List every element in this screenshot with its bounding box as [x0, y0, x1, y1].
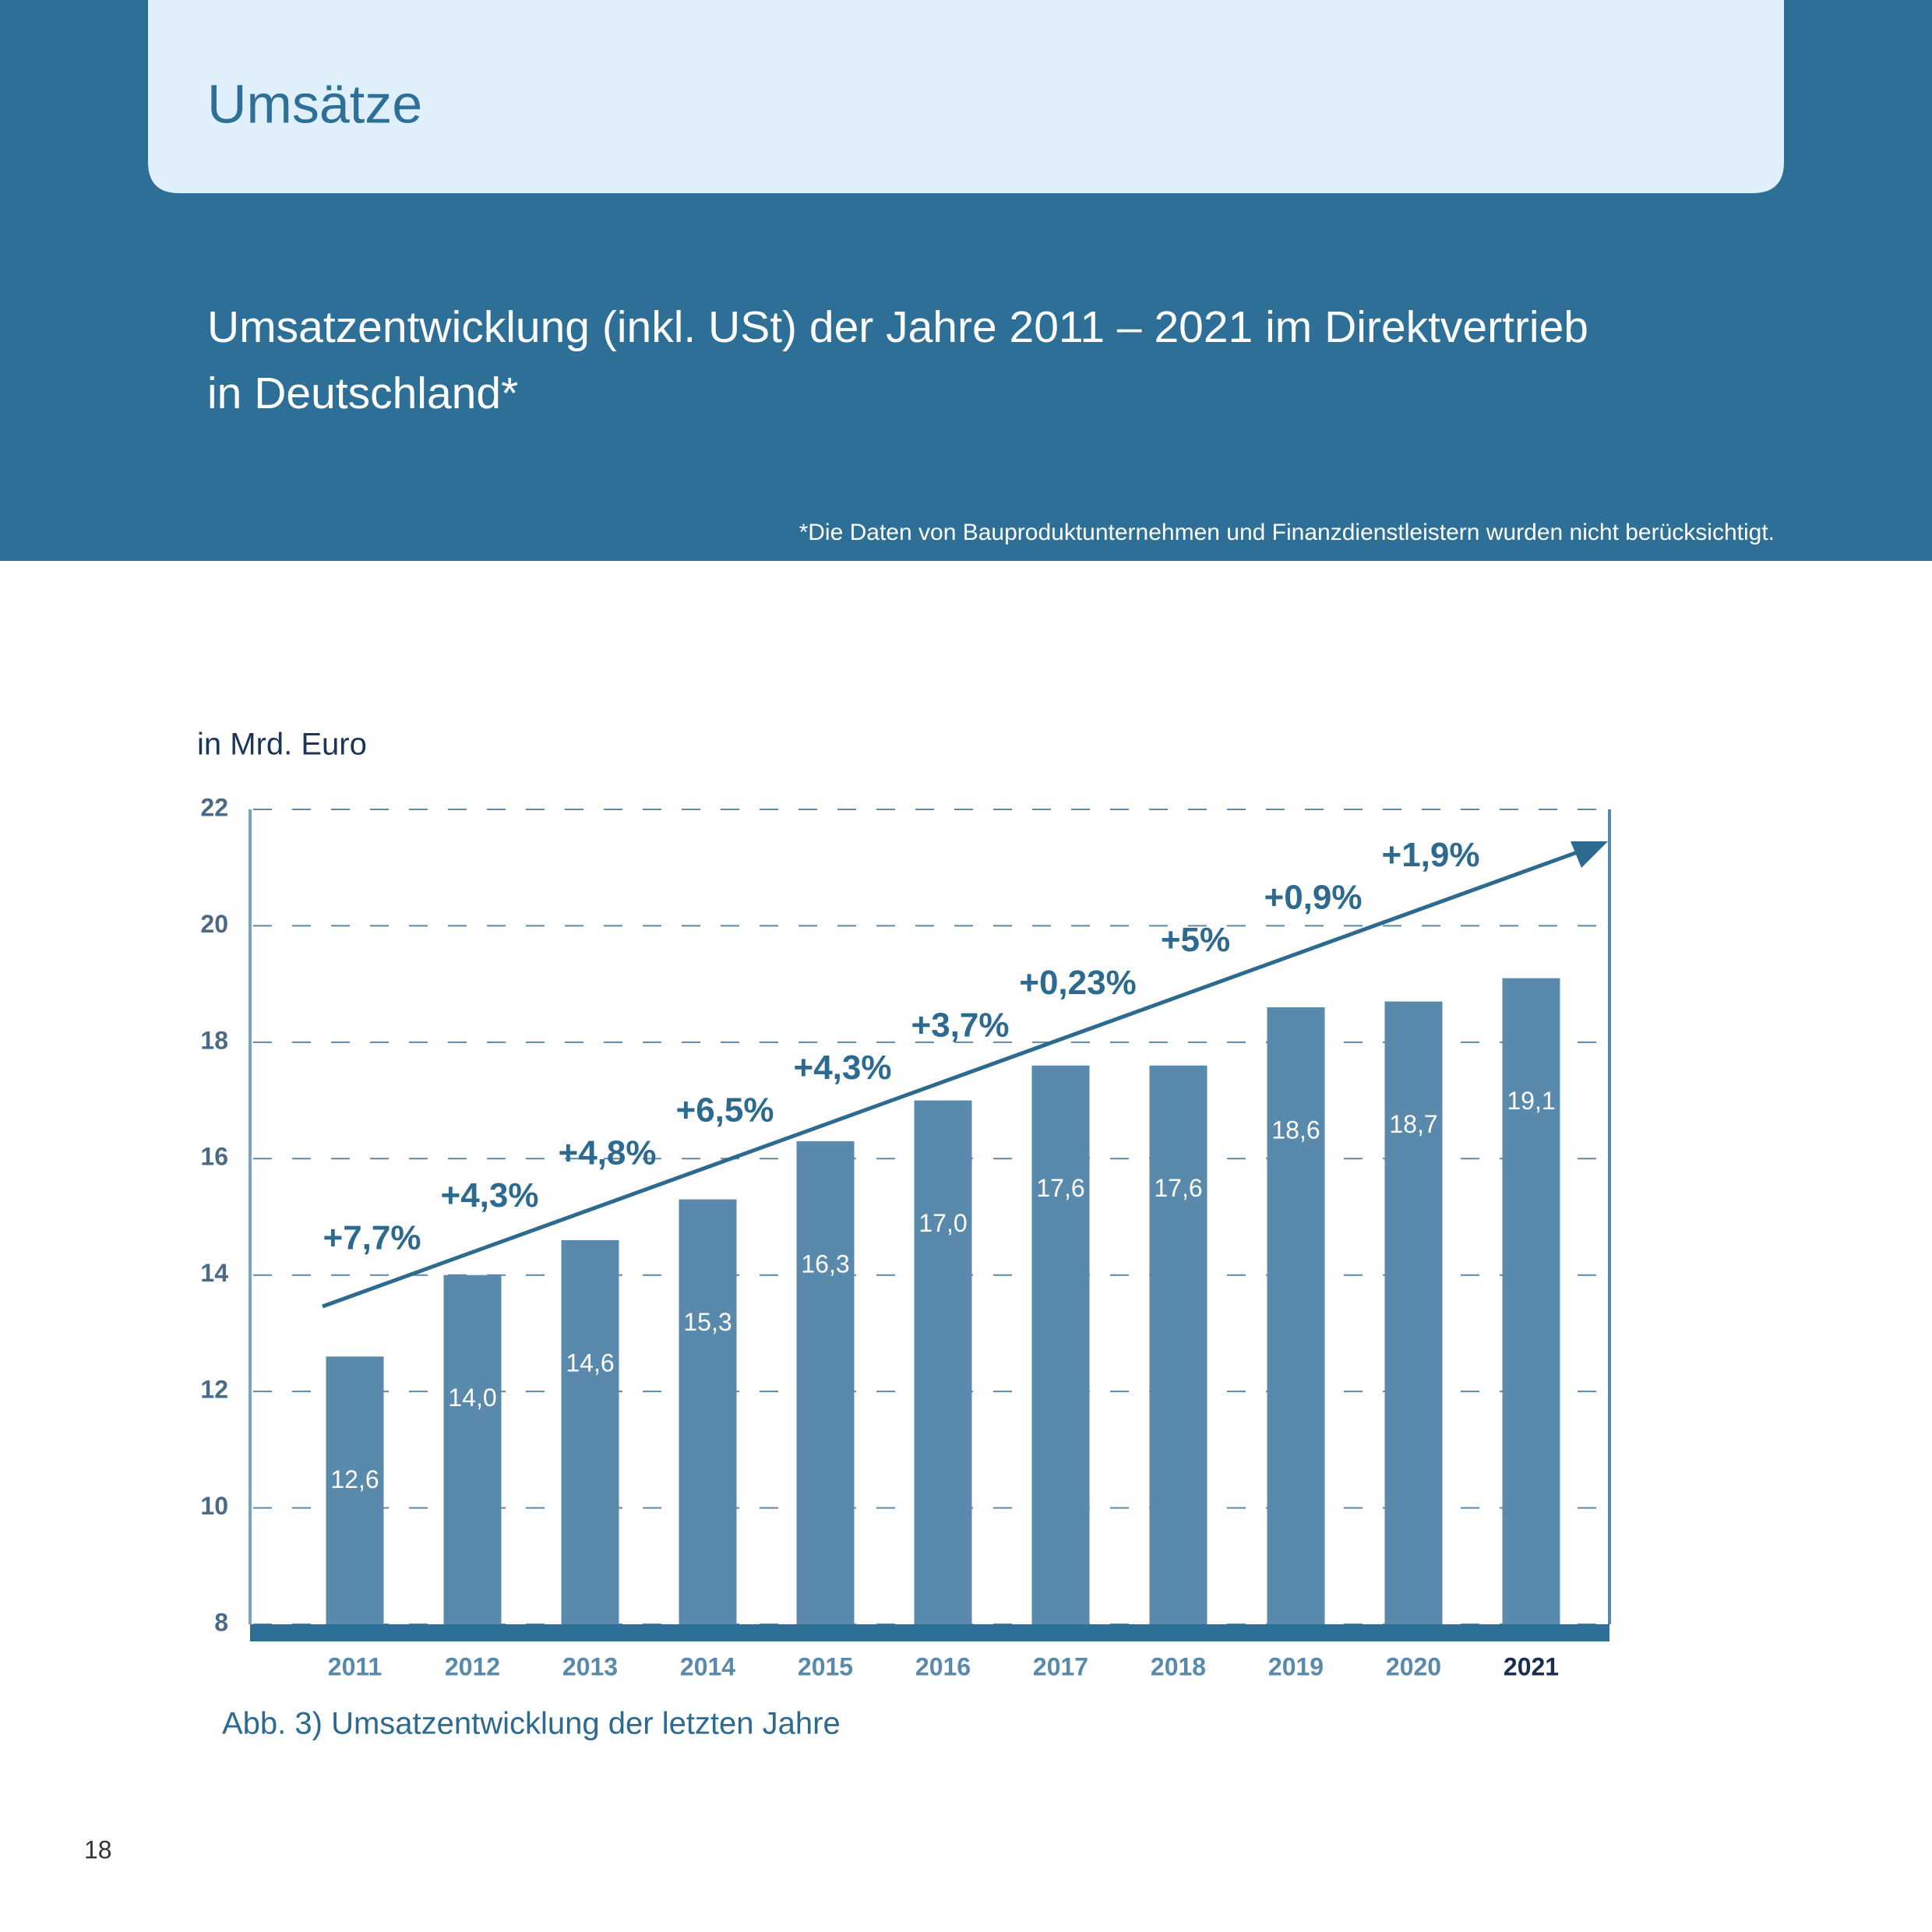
bar	[796, 1141, 855, 1624]
y-tick-label: 8	[214, 1608, 228, 1636]
trend-arrow	[322, 844, 1593, 1309]
growth-label: +3,7%	[911, 1006, 1010, 1044]
caption: Abb. 3) Umsatzentwicklung der letzten Ja…	[222, 1707, 841, 1741]
x-tick-label: 2014	[680, 1652, 735, 1680]
growth-label: +0,23%	[1019, 964, 1136, 1002]
growth-label: +4,8%	[559, 1133, 657, 1172]
bar	[1031, 1065, 1090, 1624]
bar	[1267, 1007, 1325, 1624]
x-axis-bar	[250, 1624, 1609, 1641]
y-tick-label: 12	[200, 1376, 228, 1404]
value-label: 17,6	[1036, 1174, 1084, 1202]
y-tick-label: 14	[200, 1259, 228, 1287]
value-label: 17,0	[918, 1209, 967, 1237]
title-line: in Deutschland*	[207, 368, 518, 418]
value-label: 16,3	[801, 1250, 849, 1278]
title-line: Umsatzentwicklung (inkl. USt) der Jahre …	[207, 302, 1588, 352]
footnote: *Die Daten von Bauproduktunternehmen und…	[799, 520, 1775, 545]
value-label: 17,6	[1154, 1174, 1202, 1202]
x-tick-label: 2011	[328, 1652, 382, 1680]
growth-label: +6,5%	[676, 1091, 774, 1130]
x-tick-label: 2019	[1268, 1652, 1324, 1680]
value-label: 19,1	[1507, 1087, 1555, 1115]
x-tick-label: 2020	[1386, 1652, 1441, 1680]
x-tick-label: 2013	[562, 1652, 618, 1680]
trend-arrow-head	[1571, 841, 1608, 868]
bar	[1502, 978, 1560, 1624]
growth-label: +4,3%	[794, 1049, 892, 1087]
bar	[914, 1100, 972, 1624]
page-number: 18	[84, 1835, 112, 1863]
growth-label: +1,9%	[1382, 836, 1480, 874]
growth-label: +0,9%	[1264, 879, 1363, 917]
bar	[1384, 1001, 1443, 1624]
y-tick-label: 10	[200, 1492, 228, 1520]
y-tick-label: 20	[200, 910, 228, 938]
value-label: 18,6	[1271, 1116, 1320, 1144]
section-title: Umsätze	[207, 73, 422, 134]
growth-label: +5%	[1161, 921, 1230, 959]
x-tick-label: 2015	[798, 1652, 853, 1680]
y-axis-label: in Mrd. Euro	[197, 728, 367, 762]
value-label: 15,3	[683, 1308, 732, 1336]
bar	[1149, 1065, 1208, 1624]
x-tick-label: 2021	[1504, 1652, 1559, 1680]
y-tick-label: 18	[200, 1026, 228, 1054]
value-label: 12,6	[330, 1465, 379, 1493]
value-label: 14,0	[448, 1384, 496, 1412]
value-label: 14,6	[566, 1349, 614, 1377]
bar	[679, 1199, 737, 1624]
x-tick-label: 2017	[1033, 1652, 1088, 1680]
growth-label: +7,7%	[323, 1219, 421, 1257]
growth-label: +4,3%	[441, 1176, 539, 1215]
bar	[443, 1274, 502, 1624]
x-tick-label: 2018	[1151, 1652, 1206, 1680]
value-label: 18,7	[1389, 1110, 1437, 1138]
bar	[326, 1356, 384, 1624]
x-tick-label: 2012	[445, 1652, 500, 1680]
y-tick-label: 16	[200, 1143, 228, 1171]
section-box	[148, 0, 1784, 193]
y-tick-label: 22	[200, 793, 228, 821]
bar	[561, 1239, 619, 1624]
x-tick-label: 2016	[915, 1652, 971, 1680]
